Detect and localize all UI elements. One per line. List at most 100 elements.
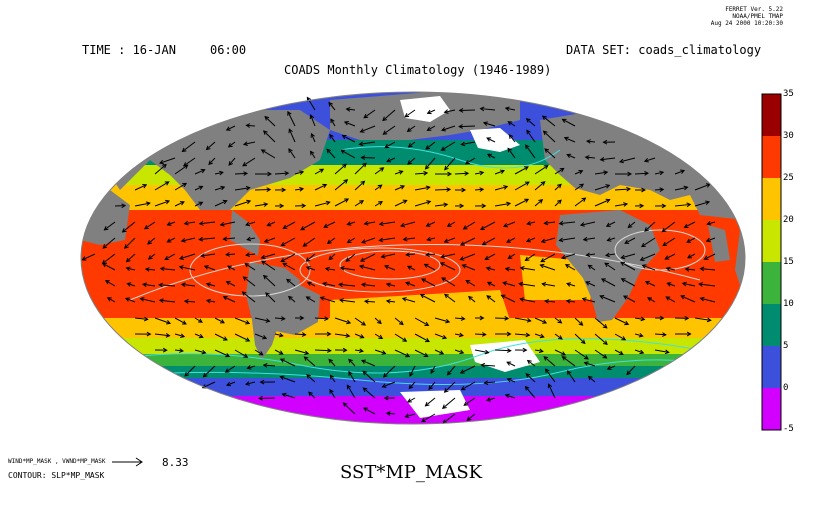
wind-arrow-head <box>287 110 292 116</box>
wind-arrow <box>339 299 356 303</box>
wind-arrow <box>585 156 596 159</box>
wind-arrow <box>310 114 316 127</box>
wind-arrow-head <box>406 398 412 403</box>
wind-arrow-head <box>179 201 185 206</box>
wind-arrow-head <box>424 164 430 170</box>
wind-arrow <box>534 199 543 207</box>
wind-arrow <box>594 199 610 207</box>
wind-arrow-head <box>398 320 404 326</box>
wind-arrow-head <box>200 168 206 174</box>
wind-arrow-head <box>144 267 150 272</box>
wind-arrow-head <box>284 170 290 176</box>
wind-arrow <box>294 333 306 336</box>
wind-arrow <box>359 265 376 271</box>
wind-arrow <box>444 109 456 113</box>
wind-arrow-head <box>301 332 307 337</box>
wind-arrow-head <box>164 181 170 186</box>
wind-arrow <box>564 137 576 143</box>
wind-arrow-head <box>486 295 492 300</box>
wind-arrow <box>247 365 256 369</box>
wind-arrow <box>461 141 476 146</box>
wind-arrow-head <box>684 267 690 272</box>
wind-arrow <box>346 385 356 399</box>
wind-arrow <box>179 253 196 260</box>
wind-arrow <box>700 297 716 303</box>
wind-arrow-head <box>324 316 330 321</box>
wind-arrow-head <box>462 225 468 230</box>
wind-arrow-head <box>385 298 391 304</box>
colorbar-tick: 20 <box>783 215 794 225</box>
wind-arrow-head <box>342 402 348 407</box>
wind-arrow <box>145 268 156 271</box>
wind-arrow <box>360 253 376 262</box>
wind-arrow-head <box>124 297 130 302</box>
wind-arrow-head <box>620 261 626 266</box>
wind-arrow-head <box>604 262 610 268</box>
wind-arrow <box>174 183 187 191</box>
wind-arrow <box>403 237 416 241</box>
wind-arrow <box>654 171 664 175</box>
wind-arrow-head <box>265 292 270 297</box>
wind-arrow <box>525 253 536 261</box>
wind-arrow-head <box>360 180 366 186</box>
wind-arrow <box>594 184 610 191</box>
wind-arrow <box>407 397 416 403</box>
wind-arrow-head <box>464 159 470 165</box>
wind-arrow-head <box>362 162 367 168</box>
wind-arrow <box>226 381 236 386</box>
wind-arrow-head <box>524 181 530 186</box>
wind-arrow-head <box>502 281 508 286</box>
colorbar-swatch <box>762 94 781 136</box>
wind-arrow <box>486 267 496 271</box>
wind-arrow-head <box>243 171 249 176</box>
wind-arrow-head <box>324 266 330 272</box>
wind-arrow-head <box>286 278 291 284</box>
wind-arrow-head <box>502 222 508 228</box>
wind-arrow-head <box>363 113 369 119</box>
wind-arrow-head <box>640 316 646 322</box>
colorbar-tick: 35 <box>783 89 794 99</box>
wind-arrow <box>444 237 456 243</box>
wind-arrow-head <box>665 266 671 272</box>
wind-arrow-head <box>526 318 532 323</box>
wind-arrow <box>394 199 407 207</box>
wind-arrow <box>542 115 556 127</box>
wind-arrow <box>363 387 376 399</box>
wind-arrow <box>306 253 316 262</box>
wind-arrow <box>363 109 376 119</box>
wind-arrow <box>194 333 204 338</box>
wind-arrow-head <box>638 332 644 338</box>
wind-arrow <box>520 298 536 303</box>
wind-arrow <box>361 359 376 367</box>
wind-arrow-head <box>423 263 429 268</box>
wind-arrow <box>619 157 636 163</box>
wind-arrow <box>234 349 248 358</box>
wind-arrow <box>586 140 596 143</box>
wind-arrow <box>242 157 256 167</box>
wind-arrow-head <box>620 278 626 283</box>
wind-arrow-head <box>262 274 268 280</box>
wind-arrow-head <box>348 370 353 376</box>
wind-arrow-head <box>544 368 550 374</box>
wind-arrow <box>444 293 456 303</box>
wind-arrow-head <box>181 147 187 153</box>
wind-arrow <box>264 237 276 243</box>
wind-arrow-head <box>519 297 525 302</box>
wind-arrow-head <box>264 115 270 121</box>
wind-arrow <box>441 277 456 287</box>
wind-arrow <box>394 185 405 191</box>
wind-arrow-head <box>506 201 512 207</box>
wind-arrow-head <box>661 227 667 233</box>
wind-arrow <box>508 253 516 259</box>
wind-arrow-head <box>165 333 171 338</box>
wind-arrow-head <box>425 145 431 150</box>
wind-arrow-head <box>557 335 563 340</box>
wind-arrow-head <box>426 200 432 205</box>
wind-arrow <box>634 317 645 320</box>
wind-arrow <box>214 333 228 341</box>
wind-arrow-head <box>343 120 349 126</box>
wind-arrow-head <box>557 319 563 324</box>
wind-arrow <box>354 317 366 326</box>
wind-arrow-head <box>378 201 383 206</box>
wind-arrow-head <box>200 253 206 258</box>
